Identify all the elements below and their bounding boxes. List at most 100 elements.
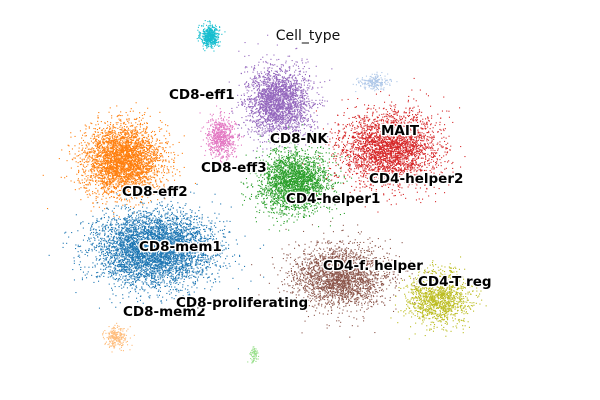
data-point bbox=[100, 142, 101, 143]
data-point bbox=[155, 154, 156, 155]
data-point bbox=[157, 172, 158, 173]
data-point bbox=[220, 134, 221, 135]
data-point bbox=[123, 181, 124, 182]
data-point bbox=[111, 178, 112, 179]
data-point bbox=[117, 181, 118, 182]
data-point bbox=[109, 153, 110, 154]
data-point bbox=[106, 201, 107, 202]
data-point bbox=[152, 137, 153, 138]
data-point bbox=[119, 181, 120, 182]
data-point bbox=[117, 128, 118, 129]
data-point bbox=[160, 182, 161, 183]
data-point bbox=[147, 164, 148, 165]
data-point bbox=[90, 175, 91, 176]
data-point bbox=[147, 127, 148, 128]
data-point bbox=[128, 156, 129, 157]
data-point bbox=[115, 189, 116, 190]
data-point bbox=[212, 129, 213, 130]
data-point bbox=[200, 33, 201, 34]
data-point bbox=[88, 144, 89, 145]
data-point bbox=[120, 115, 121, 116]
data-point bbox=[130, 285, 131, 286]
data-point bbox=[113, 149, 114, 150]
data-point bbox=[139, 174, 140, 175]
data-point bbox=[130, 167, 131, 168]
data-point bbox=[84, 187, 85, 188]
data-point bbox=[92, 161, 93, 162]
data-point bbox=[154, 174, 155, 175]
data-point bbox=[95, 128, 96, 129]
data-point bbox=[101, 148, 102, 149]
data-point bbox=[135, 204, 136, 205]
data-point bbox=[151, 168, 152, 169]
data-point bbox=[123, 156, 124, 157]
data-point bbox=[149, 155, 150, 156]
data-point bbox=[108, 166, 109, 167]
data-point bbox=[110, 131, 111, 132]
data-point bbox=[139, 181, 140, 182]
data-point bbox=[162, 156, 163, 157]
data-point bbox=[113, 180, 114, 181]
data-point bbox=[94, 138, 95, 139]
data-point bbox=[118, 195, 119, 196]
data-point bbox=[214, 150, 215, 151]
data-point bbox=[130, 160, 131, 161]
data-point bbox=[216, 131, 217, 132]
data-point bbox=[103, 152, 104, 153]
data-point bbox=[217, 124, 218, 125]
data-point bbox=[81, 142, 82, 143]
data-point bbox=[128, 146, 129, 147]
data-point bbox=[118, 185, 119, 186]
data-point bbox=[96, 143, 97, 144]
data-point bbox=[207, 35, 208, 36]
data-point bbox=[156, 148, 157, 149]
data-point bbox=[156, 156, 157, 157]
data-point bbox=[95, 155, 96, 156]
data-point bbox=[132, 176, 133, 177]
data-point bbox=[104, 150, 105, 151]
data-point bbox=[89, 190, 90, 191]
data-point bbox=[126, 204, 127, 205]
data-point bbox=[106, 128, 107, 129]
data-point bbox=[104, 174, 105, 175]
data-point bbox=[113, 216, 114, 217]
data-point bbox=[101, 132, 102, 133]
data-point bbox=[104, 131, 105, 132]
data-point bbox=[153, 154, 154, 155]
data-point bbox=[203, 44, 204, 45]
data-point bbox=[111, 148, 112, 149]
data-point bbox=[104, 176, 105, 177]
data-point bbox=[119, 194, 120, 195]
data-point bbox=[230, 148, 231, 149]
data-point bbox=[148, 202, 149, 203]
data-point bbox=[77, 156, 78, 157]
data-point bbox=[230, 144, 231, 145]
data-point bbox=[225, 140, 226, 141]
data-point bbox=[147, 159, 148, 160]
data-point bbox=[94, 136, 95, 137]
data-point bbox=[109, 138, 110, 139]
data-point bbox=[212, 119, 213, 120]
data-point bbox=[218, 36, 219, 37]
data-point bbox=[205, 30, 206, 31]
data-point bbox=[103, 143, 104, 144]
data-point bbox=[127, 115, 128, 116]
data-point bbox=[227, 145, 228, 146]
data-point bbox=[83, 169, 84, 170]
data-point bbox=[86, 176, 87, 177]
data-point bbox=[125, 146, 126, 147]
data-point bbox=[147, 138, 148, 139]
data-point bbox=[143, 176, 144, 177]
data-point bbox=[87, 194, 88, 195]
data-point bbox=[111, 162, 112, 163]
data-point bbox=[209, 21, 210, 22]
data-point bbox=[135, 141, 136, 142]
data-point bbox=[217, 37, 218, 38]
data-point bbox=[218, 128, 219, 129]
data-point bbox=[102, 169, 103, 170]
data-point bbox=[147, 152, 148, 153]
data-point bbox=[150, 162, 151, 163]
data-point bbox=[100, 152, 101, 153]
data-point bbox=[137, 172, 138, 173]
data-point bbox=[202, 33, 203, 34]
